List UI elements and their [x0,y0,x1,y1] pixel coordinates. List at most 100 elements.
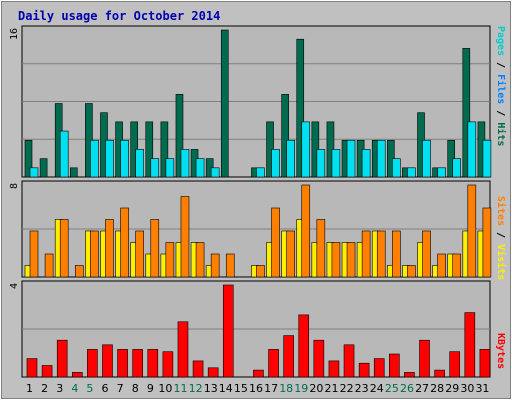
bar-sites [225,253,235,278]
bar-kbytes [373,358,385,378]
bar-kbytes [389,353,400,378]
x-tick-label: 7 [117,382,124,395]
bar-files [90,139,99,178]
bar-kbytes [358,362,370,378]
bar-files [407,167,416,178]
bar-kbytes [26,358,38,378]
bar-files [271,149,280,178]
bar-files [316,149,326,178]
bar-kbytes [313,339,325,378]
bar-kbytes [41,365,53,378]
x-tick-label: 29 [445,382,459,395]
bar-sites [165,242,175,278]
bar-kbytes [464,312,476,378]
x-tick-label: 30 [460,382,474,395]
bar-kbytes [268,349,279,378]
bar-sites [301,184,311,278]
right-label-part: Sites [495,196,507,226]
right-label-middle: Sites / Visits [495,196,507,280]
bar-kbytes [56,339,68,378]
bar-kbytes [192,360,204,378]
x-tick-label: 8 [132,382,139,395]
right-label-part: Visits [495,244,507,280]
right-label-part: / [495,56,506,74]
x-tick-label: 13 [204,382,218,395]
bar-kbytes [328,360,340,378]
x-tick-label: 4 [71,382,78,395]
bar-sites [135,230,144,278]
x-tick-label: 5 [86,382,93,395]
bar-files [392,158,401,178]
bar-files [286,139,295,178]
bar-kbytes [222,284,234,378]
bar-sites [422,230,431,278]
x-tick-label: 17 [264,382,278,395]
bar-files [467,121,477,178]
bar-files [29,167,39,178]
bar-files [376,139,386,178]
bar-files [165,158,175,178]
right-label-part: Files [495,74,507,104]
right-label-part: / [495,226,506,244]
bar-files [180,149,190,178]
bar-files [482,139,492,178]
bar-sites [482,207,492,278]
bar-sites [195,242,205,278]
bar-sites [392,230,401,278]
x-tick-label: 24 [370,382,384,395]
bar-files [452,158,462,178]
bar-kbytes [162,351,174,378]
bar-sites [361,230,371,278]
x-tick-label: 22 [340,382,354,395]
bar-kbytes [283,335,294,378]
bar-hits [296,38,305,178]
x-axis-labels: 1 2 3 4 5 6 7 8 9 10 11 12 13 14 15 16 17 18 19 20 21 22 23 24 2… [26,382,489,395]
x-tick-label: 15 [234,382,248,395]
bar-sites [271,207,280,278]
right-label-part: / [495,104,506,122]
x-tick-label: 11 [174,382,188,395]
bar-sites [346,242,356,278]
right-legend-labels: Pages / Files / Hits Sites / Visits KBytes [495,26,507,369]
bar-hits [220,29,229,178]
bar-kbytes [117,349,128,378]
bar-files [59,130,69,178]
bar-sites [210,253,220,278]
bar-files [361,149,371,178]
x-tick-label: 12 [189,382,203,395]
bar-sites [331,242,341,278]
bar-sites [29,230,39,278]
bar-files [195,158,205,178]
bar-files [301,121,311,178]
x-tick-label: 20 [309,382,323,395]
x-tick-label: 3 [56,382,63,395]
bar-files [256,167,265,178]
bar-hits [462,48,471,178]
x-tick-label: 23 [355,382,369,395]
bar-sites [59,219,69,278]
y-max-label-bottom: 4 [9,283,20,289]
x-tick-label: 18 [279,382,293,395]
bar-files [437,167,446,178]
bar-hits [175,94,184,178]
x-tick-label: 26 [400,382,414,395]
panel-bottom: 4 [9,280,491,378]
right-label-part: Hits [495,122,507,146]
x-tick-label: 10 [158,382,172,395]
bar-files [120,139,129,178]
chart-title: Daily usage for October 2014 [18,9,220,23]
x-tick-label: 31 [475,382,489,395]
y-max-label-middle: 8 [9,183,20,189]
bar-kbytes [449,351,461,378]
bar-hits [39,158,48,178]
bar-files [135,149,144,178]
bar-sites [376,230,386,278]
bar-kbytes [404,372,415,378]
y-max-label-top: 16 [9,28,20,40]
bar-sites [150,219,160,278]
bar-hits [160,121,169,178]
bar-sites [44,253,54,278]
bar-kbytes [434,369,445,378]
